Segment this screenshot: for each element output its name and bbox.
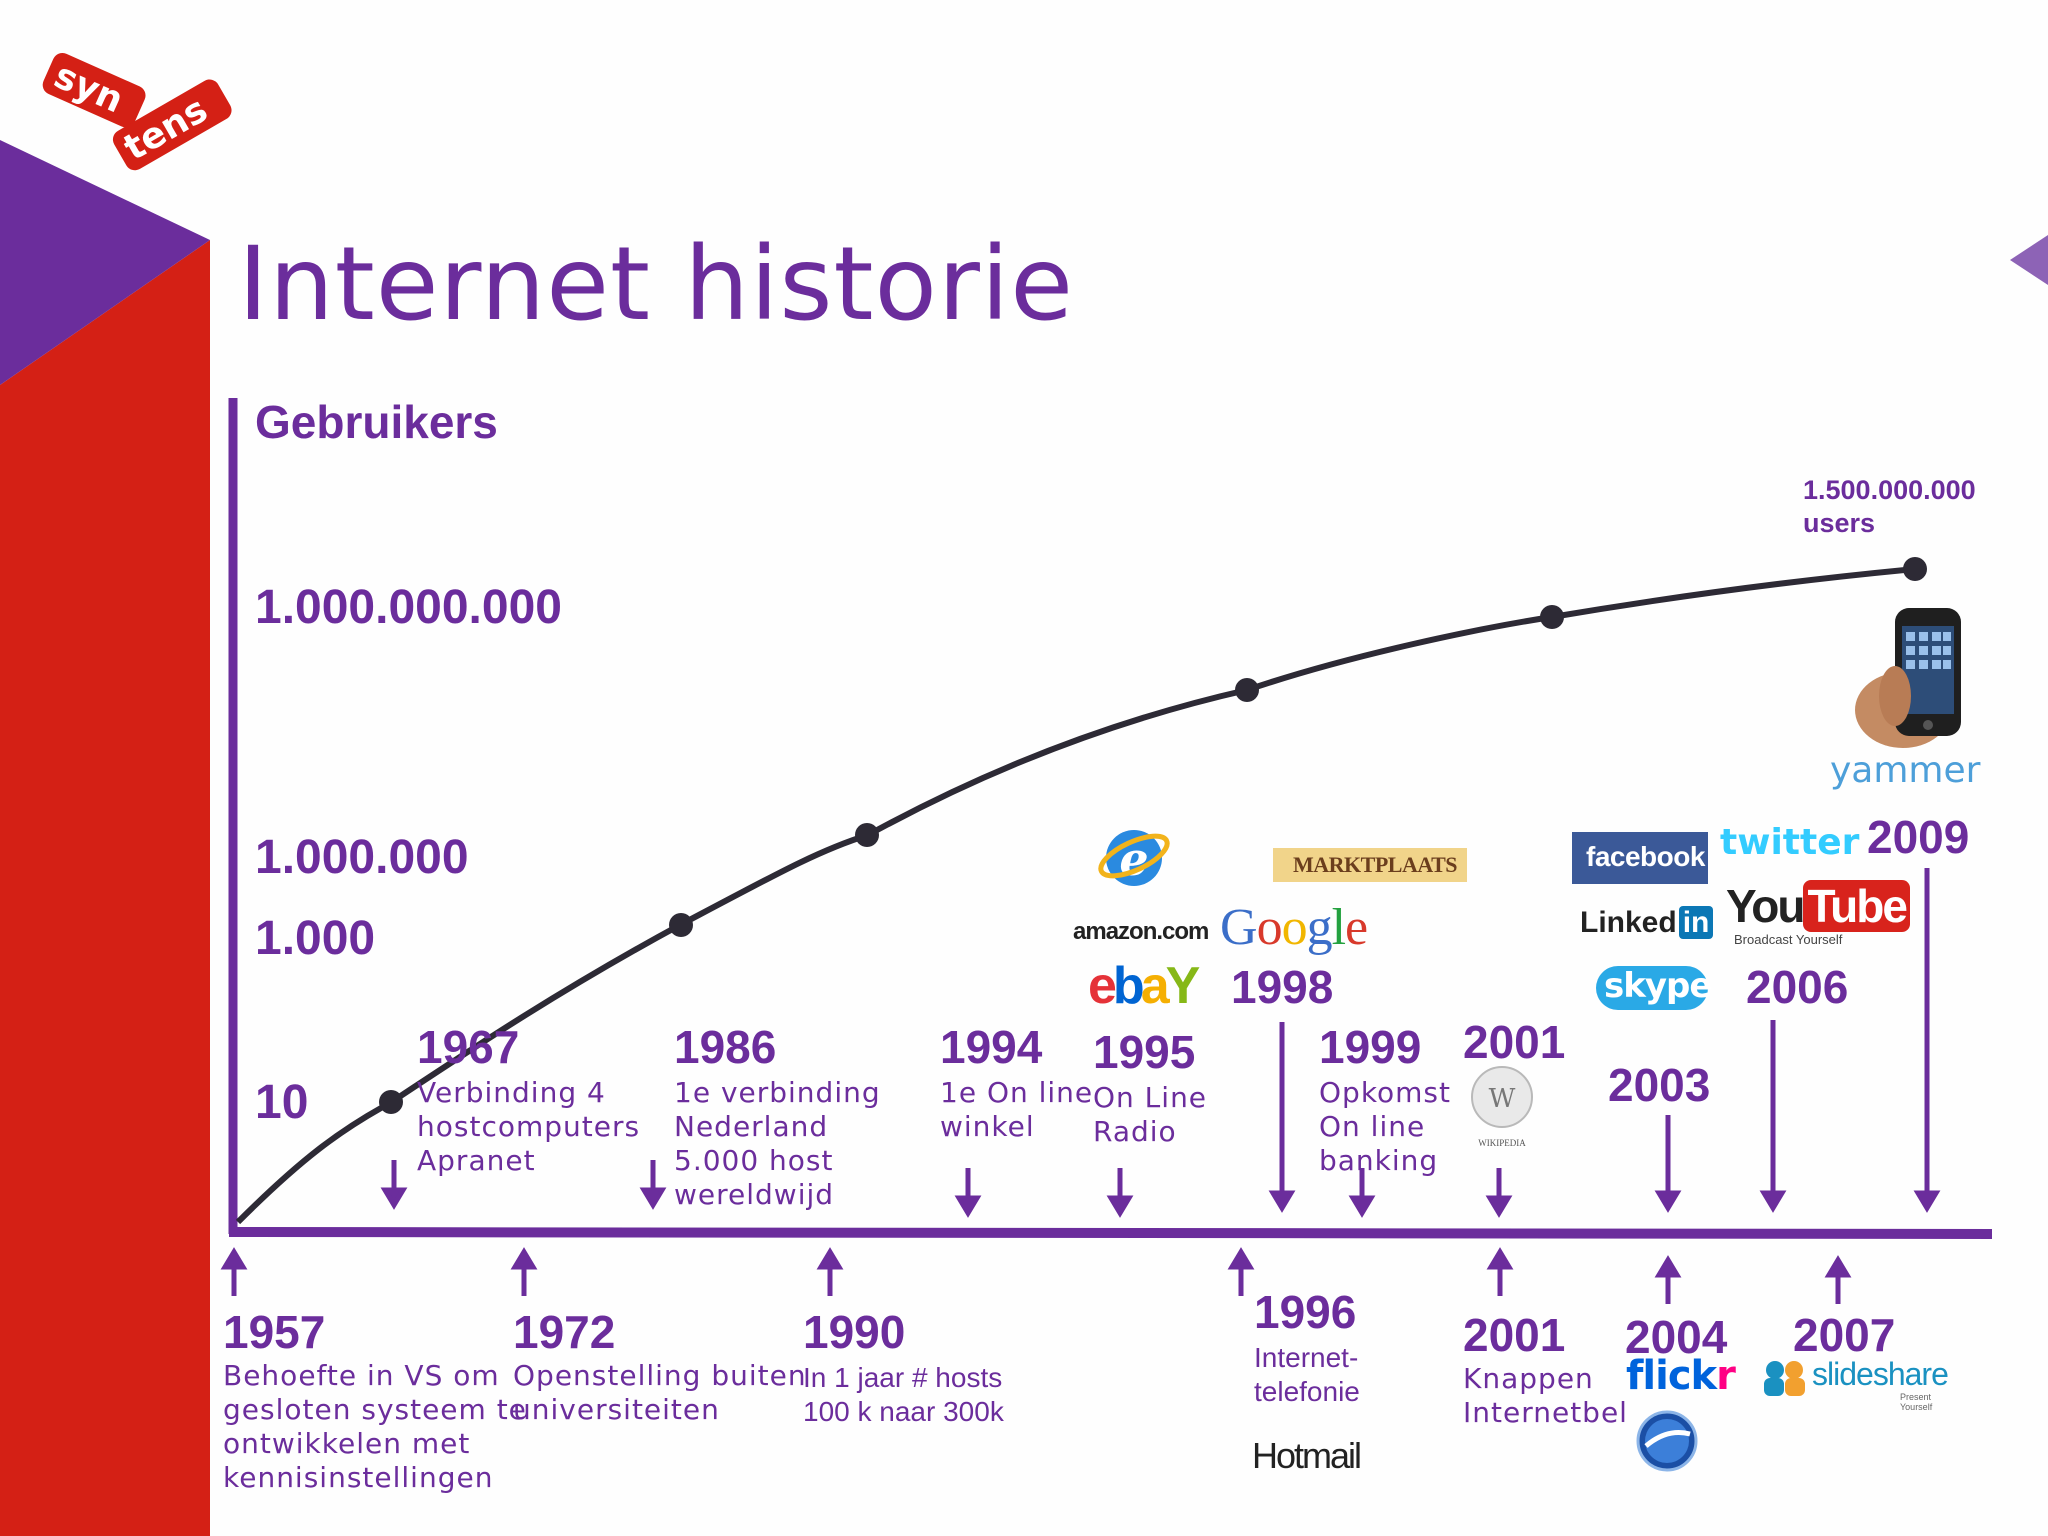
skype-logo: skype — [1596, 962, 1712, 1014]
red-side-band — [0, 240, 210, 1536]
event-2006-year: 2006 — [1746, 961, 1849, 1013]
event-2004-year: 2004 — [1625, 1311, 1728, 1363]
event-1957: 1957 Behoefte in VS om gesloten systeem … — [223, 1306, 527, 1494]
down-arrows — [380, 868, 1941, 1218]
peak-users-label: 1.500.000.000 users — [1803, 475, 1976, 538]
event-1996: 1996 Internet- telefonie — [1254, 1286, 1360, 1407]
wikipedia-logo: W WIKIPEDIA — [1466, 1063, 1542, 1155]
event-1986: 1986 1e verbinding Nederland 5.000 host … — [674, 1021, 881, 1211]
growth-curve — [235, 566, 1916, 1225]
marktplaats-logo: MARKTPLAATS — [1273, 848, 1467, 882]
google-logo: Google — [1220, 899, 1368, 956]
ebay-logo: ebaY — [1088, 957, 1200, 1015]
iphone-image — [1843, 600, 1975, 748]
yammer-logo: yammer — [1830, 750, 1981, 791]
y-label-1e9: 1.000.000.000 — [255, 581, 562, 634]
curve-point-1986 — [669, 913, 693, 937]
y-label-10: 10 — [255, 1076, 309, 1129]
slide-title: Internet historie — [238, 225, 1074, 344]
event-1990: 1990 In 1 jaar # hosts 100 k naar 300k — [803, 1306, 1004, 1427]
amazon-logo: amazon.com — [1073, 918, 1209, 945]
event-1994: 1994 1e On line winkel — [940, 1021, 1094, 1143]
event-1967: 1967 Verbinding 4 hostcomputers Apranet — [417, 1021, 641, 1177]
curve-point-2009 — [1903, 557, 1927, 581]
y-label-1e3: 1.000 — [255, 912, 376, 965]
curve-point-1990 — [855, 823, 879, 847]
purple-side-wedge — [0, 140, 210, 385]
slideshare-logo: slideshare Present Yourself — [1760, 1354, 1960, 1412]
curve-point-1967 — [379, 1090, 403, 1114]
up-arrows — [220, 1247, 1852, 1304]
youtube-logo: YouTube Broadcast Yourself — [1726, 880, 1910, 947]
event-1998-year: 1998 — [1231, 961, 1334, 1013]
event-2009-year: 2009 — [1867, 811, 1970, 863]
hotmail-logo: Hotmail — [1252, 1435, 1362, 1476]
event-1995: 1995 On Line Radio — [1093, 1026, 1208, 1148]
twitter-logo: twitter — [1720, 822, 1860, 863]
svg-text:W: W — [1489, 1084, 1516, 1114]
event-1972: 1972 Openstelling buiten universiteiten — [513, 1306, 807, 1426]
event-1999: 1999 Opkomst On line banking — [1319, 1021, 1452, 1177]
google-earth-logo — [1636, 1410, 1698, 1472]
x-axis — [228, 1227, 1993, 1239]
purple-edge-triangle — [2010, 235, 2048, 285]
curve-point-2001 — [1540, 605, 1564, 629]
brand-logo: syn tens — [40, 40, 232, 171]
event-2001-year-top: 2001 — [1463, 1016, 1566, 1068]
flickr-logo: flickr — [1626, 1353, 1736, 1399]
event-2003-year: 2003 — [1608, 1059, 1711, 1111]
event-2007-year: 2007 — [1793, 1309, 1896, 1361]
y-axis-title: Gebruikers — [255, 396, 498, 448]
curve-point-1998 — [1235, 678, 1259, 702]
y-label-1e6: 1.000.000 — [255, 831, 469, 884]
internet-explorer-logo: e — [1098, 820, 1170, 892]
linkedin-logo: Linked in — [1580, 906, 1714, 940]
event-2001-bottom: 2001 Knappen Internetbel — [1463, 1309, 1628, 1429]
facebook-logo: facebook — [1572, 832, 1708, 884]
